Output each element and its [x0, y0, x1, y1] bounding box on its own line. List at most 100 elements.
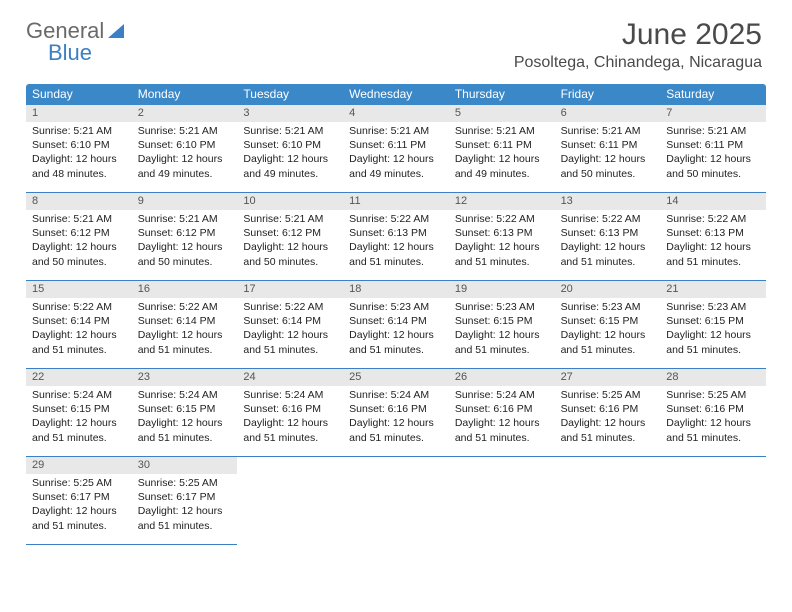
day-cell: 6Sunrise: 5:21 AMSunset: 6:11 PMDaylight… [555, 105, 661, 193]
sunset-line: Sunset: 6:12 PM [138, 226, 234, 240]
day-body: Sunrise: 5:23 AMSunset: 6:15 PMDaylight:… [449, 298, 555, 357]
sunset-line: Sunset: 6:10 PM [243, 138, 339, 152]
sunrise-line: Sunrise: 5:22 AM [561, 212, 657, 226]
day-number: 17 [237, 281, 343, 298]
sunset-line: Sunset: 6:14 PM [32, 314, 128, 328]
day-body: Sunrise: 5:23 AMSunset: 6:15 PMDaylight:… [660, 298, 766, 357]
brand-word-2: Blue [48, 40, 92, 65]
sunrise-line: Sunrise: 5:21 AM [349, 124, 445, 138]
day-cell: 10Sunrise: 5:21 AMSunset: 6:12 PMDayligh… [237, 193, 343, 281]
day-number: 13 [555, 193, 661, 210]
day-number: 7 [660, 105, 766, 122]
day-cell: 20Sunrise: 5:23 AMSunset: 6:15 PMDayligh… [555, 281, 661, 369]
daylight-line: Daylight: 12 hours and 49 minutes. [138, 152, 234, 180]
day-number: 10 [237, 193, 343, 210]
daylight-line: Daylight: 12 hours and 51 minutes. [32, 504, 128, 532]
day-number: 6 [555, 105, 661, 122]
sunset-line: Sunset: 6:11 PM [455, 138, 551, 152]
day-number: 18 [343, 281, 449, 298]
day-number: 14 [660, 193, 766, 210]
sunrise-line: Sunrise: 5:25 AM [32, 476, 128, 490]
day-cell: 17Sunrise: 5:22 AMSunset: 6:14 PMDayligh… [237, 281, 343, 369]
daylight-line: Daylight: 12 hours and 51 minutes. [561, 240, 657, 268]
daylight-line: Daylight: 12 hours and 50 minutes. [666, 152, 762, 180]
sunset-line: Sunset: 6:12 PM [243, 226, 339, 240]
location-subtitle: Posoltega, Chinandega, Nicaragua [514, 54, 762, 72]
empty-cell [449, 457, 555, 545]
sunset-line: Sunset: 6:13 PM [349, 226, 445, 240]
day-number: 12 [449, 193, 555, 210]
sunrise-line: Sunrise: 5:25 AM [138, 476, 234, 490]
weekday-header: Monday [132, 84, 238, 105]
day-number: 9 [132, 193, 238, 210]
day-cell: 12Sunrise: 5:22 AMSunset: 6:13 PMDayligh… [449, 193, 555, 281]
day-cell: 3Sunrise: 5:21 AMSunset: 6:10 PMDaylight… [237, 105, 343, 193]
day-cell: 1Sunrise: 5:21 AMSunset: 6:10 PMDaylight… [26, 105, 132, 193]
sunset-line: Sunset: 6:11 PM [561, 138, 657, 152]
day-cell: 7Sunrise: 5:21 AMSunset: 6:11 PMDaylight… [660, 105, 766, 193]
daylight-line: Daylight: 12 hours and 51 minutes. [138, 504, 234, 532]
daylight-line: Daylight: 12 hours and 51 minutes. [561, 328, 657, 356]
sunrise-line: Sunrise: 5:24 AM [455, 388, 551, 402]
daylight-line: Daylight: 12 hours and 49 minutes. [455, 152, 551, 180]
day-number: 20 [555, 281, 661, 298]
sunrise-line: Sunrise: 5:23 AM [349, 300, 445, 314]
sunset-line: Sunset: 6:14 PM [138, 314, 234, 328]
sunrise-line: Sunrise: 5:24 AM [243, 388, 339, 402]
day-number: 27 [555, 369, 661, 386]
day-number: 21 [660, 281, 766, 298]
calendar: SundayMondayTuesdayWednesdayThursdayFrid… [26, 84, 766, 545]
day-cell: 27Sunrise: 5:25 AMSunset: 6:16 PMDayligh… [555, 369, 661, 457]
day-body: Sunrise: 5:21 AMSunset: 6:11 PMDaylight:… [449, 122, 555, 181]
sunrise-line: Sunrise: 5:22 AM [349, 212, 445, 226]
day-body: Sunrise: 5:21 AMSunset: 6:11 PMDaylight:… [343, 122, 449, 181]
day-body: Sunrise: 5:21 AMSunset: 6:12 PMDaylight:… [26, 210, 132, 269]
daylight-line: Daylight: 12 hours and 51 minutes. [138, 328, 234, 356]
sunset-line: Sunset: 6:16 PM [455, 402, 551, 416]
day-cell: 21Sunrise: 5:23 AMSunset: 6:15 PMDayligh… [660, 281, 766, 369]
day-number: 1 [26, 105, 132, 122]
day-body: Sunrise: 5:21 AMSunset: 6:12 PMDaylight:… [237, 210, 343, 269]
sunrise-line: Sunrise: 5:22 AM [455, 212, 551, 226]
daylight-line: Daylight: 12 hours and 51 minutes. [32, 416, 128, 444]
sunrise-line: Sunrise: 5:23 AM [666, 300, 762, 314]
day-body: Sunrise: 5:25 AMSunset: 6:17 PMDaylight:… [26, 474, 132, 533]
sunset-line: Sunset: 6:16 PM [666, 402, 762, 416]
day-cell: 25Sunrise: 5:24 AMSunset: 6:16 PMDayligh… [343, 369, 449, 457]
title-block: June 2025 Posoltega, Chinandega, Nicarag… [514, 18, 762, 72]
sunset-line: Sunset: 6:15 PM [138, 402, 234, 416]
daylight-line: Daylight: 12 hours and 51 minutes. [349, 416, 445, 444]
day-number: 4 [343, 105, 449, 122]
day-number: 23 [132, 369, 238, 386]
sunrise-line: Sunrise: 5:24 AM [349, 388, 445, 402]
day-cell: 4Sunrise: 5:21 AMSunset: 6:11 PMDaylight… [343, 105, 449, 193]
sunrise-line: Sunrise: 5:23 AM [455, 300, 551, 314]
day-body: Sunrise: 5:24 AMSunset: 6:16 PMDaylight:… [343, 386, 449, 445]
day-cell: 28Sunrise: 5:25 AMSunset: 6:16 PMDayligh… [660, 369, 766, 457]
day-number: 3 [237, 105, 343, 122]
day-cell: 23Sunrise: 5:24 AMSunset: 6:15 PMDayligh… [132, 369, 238, 457]
weekday-header: Wednesday [343, 84, 449, 105]
weekday-header: Saturday [660, 84, 766, 105]
day-body: Sunrise: 5:21 AMSunset: 6:11 PMDaylight:… [660, 122, 766, 181]
sunrise-line: Sunrise: 5:22 AM [666, 212, 762, 226]
day-body: Sunrise: 5:22 AMSunset: 6:13 PMDaylight:… [555, 210, 661, 269]
empty-cell [660, 457, 766, 545]
day-body: Sunrise: 5:21 AMSunset: 6:10 PMDaylight:… [237, 122, 343, 181]
daylight-line: Daylight: 12 hours and 51 minutes. [349, 240, 445, 268]
sunrise-line: Sunrise: 5:21 AM [32, 212, 128, 226]
day-body: Sunrise: 5:25 AMSunset: 6:17 PMDaylight:… [132, 474, 238, 533]
day-number: 16 [132, 281, 238, 298]
sunset-line: Sunset: 6:15 PM [561, 314, 657, 328]
weekday-header-row: SundayMondayTuesdayWednesdayThursdayFrid… [26, 84, 766, 105]
sunrise-line: Sunrise: 5:21 AM [138, 212, 234, 226]
daylight-line: Daylight: 12 hours and 51 minutes. [666, 240, 762, 268]
sunrise-line: Sunrise: 5:24 AM [32, 388, 128, 402]
sunset-line: Sunset: 6:13 PM [666, 226, 762, 240]
sunset-line: Sunset: 6:14 PM [243, 314, 339, 328]
day-body: Sunrise: 5:24 AMSunset: 6:15 PMDaylight:… [26, 386, 132, 445]
daylight-line: Daylight: 12 hours and 50 minutes. [243, 240, 339, 268]
empty-cell [555, 457, 661, 545]
empty-cell [237, 457, 343, 545]
sunrise-line: Sunrise: 5:21 AM [561, 124, 657, 138]
